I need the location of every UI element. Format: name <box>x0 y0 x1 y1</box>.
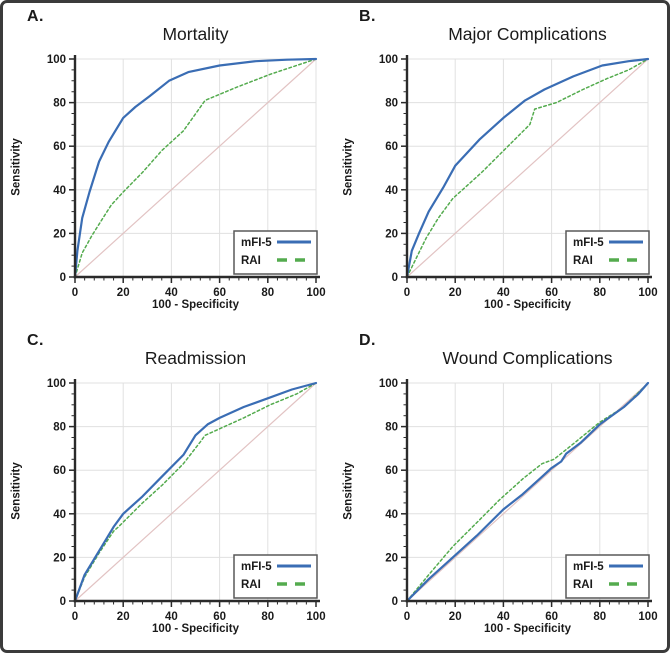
y-tick-label: 80 <box>53 98 66 110</box>
panel-mortality: A. Mortality 0 20 40 60 80 100 0 20 40 60 80 100 mFI… <box>3 3 335 326</box>
x-tick-label: 0 <box>404 611 410 623</box>
roc-plot-readmission: 0 20 40 60 80 100 0 20 40 60 80 100 mFI-5 RAI <box>47 378 326 623</box>
y-tick-label: 20 <box>385 228 398 240</box>
panel-title-readmission: Readmission <box>144 347 247 368</box>
x-tick-label: 20 <box>117 287 130 299</box>
x-axis-title: 100 - Specificity <box>152 622 239 635</box>
panel-wound-complications: D. Wound Complications 0 20 40 60 80 100 0 20 40… <box>335 327 667 650</box>
x-tick-label: 80 <box>261 287 274 299</box>
panel-major-complications: B. Major Complications 0 20 40 60 80 100 0 20 40… <box>335 3 667 326</box>
y-tick-label: 40 <box>53 508 66 520</box>
rai-curve <box>406 381 649 602</box>
y-tick-label: 0 <box>392 272 398 284</box>
diagonal-reference-line <box>74 58 317 278</box>
y-axis-title: Sensitivity <box>10 138 23 196</box>
rai-curve <box>406 58 649 278</box>
legend-box <box>565 230 650 275</box>
y-tick-label: 20 <box>385 552 398 564</box>
panel-title-mortality: Mortality <box>162 24 229 44</box>
legend-label: mFI-5 <box>573 237 604 249</box>
y-tick-label: 100 <box>379 54 398 66</box>
y-tick-label: 80 <box>385 421 398 433</box>
x-tick-label: 40 <box>497 611 510 623</box>
y-tick-label: 80 <box>53 421 66 433</box>
x-tick-label: 40 <box>497 287 510 299</box>
y-axis-title: Sensitivity <box>10 461 23 520</box>
x-tick-label: 80 <box>261 611 274 623</box>
legend-box <box>233 553 318 599</box>
mfi5-curve <box>405 381 650 602</box>
x-axis-title: 100 - Specificity <box>152 299 239 311</box>
rai-curve <box>74 58 317 278</box>
x-tick-label: 80 <box>593 611 606 623</box>
y-tick-label: 100 <box>379 378 398 390</box>
legend-box <box>565 553 650 599</box>
y-tick-label: 60 <box>385 465 398 477</box>
x-tick-label: 100 <box>306 611 325 623</box>
panel-readmission: C. Readmission 0 20 40 60 80 100 0 20 40 60 80 100 m… <box>3 327 335 650</box>
legend-label: RAI <box>241 579 261 591</box>
panel-letter-c: C. <box>27 331 44 349</box>
panel-title-major-complications: Major Complications <box>448 24 607 44</box>
legend-label: mFI-5 <box>241 237 272 249</box>
x-axis-title: 100 - Specificity <box>484 622 571 635</box>
y-tick-label: 0 <box>392 596 398 608</box>
x-tick-label: 100 <box>638 287 657 299</box>
y-tick-label: 40 <box>385 508 398 520</box>
panel-letter-b: B. <box>359 8 376 25</box>
y-tick-label: 0 <box>60 596 66 608</box>
diagonal-reference-line <box>406 58 649 278</box>
x-tick-label: 20 <box>449 611 462 623</box>
legend-label: mFI-5 <box>573 561 604 573</box>
x-tick-label: 100 <box>638 611 657 623</box>
x-tick-label: 80 <box>593 287 606 299</box>
y-tick-label: 40 <box>53 185 66 197</box>
x-tick-label: 100 <box>306 287 325 299</box>
panel-letter-a: A. <box>27 8 44 25</box>
x-tick-label: 0 <box>404 287 410 299</box>
diagonal-reference-line <box>74 382 317 601</box>
x-tick-label: 20 <box>117 611 130 623</box>
y-tick-label: 20 <box>53 552 66 564</box>
y-tick-label: 40 <box>385 185 398 197</box>
rai-curve <box>74 381 317 602</box>
y-tick-label: 60 <box>385 141 398 153</box>
panel-title-wound-complications: Wound Complications <box>442 347 613 368</box>
roc-plot-wound-complications: 0 20 40 60 80 100 0 20 40 60 80 100 mFI-5 RAI <box>379 378 658 623</box>
x-tick-label: 0 <box>72 287 78 299</box>
x-tick-label: 20 <box>449 287 462 299</box>
legend-label: mFI-5 <box>241 561 272 573</box>
y-tick-label: 60 <box>53 141 66 153</box>
y-tick-label: 100 <box>47 54 66 66</box>
x-tick-label: 60 <box>545 287 558 299</box>
x-tick-label: 0 <box>72 611 78 623</box>
legend-label: RAI <box>573 579 593 591</box>
legend-label: RAI <box>241 255 261 267</box>
y-tick-label: 80 <box>385 98 398 110</box>
x-tick-label: 40 <box>165 611 178 623</box>
x-tick-label: 60 <box>545 611 558 623</box>
x-tick-label: 60 <box>213 287 226 299</box>
x-tick-label: 60 <box>213 611 226 623</box>
panel-letter-d: D. <box>359 331 376 349</box>
roc-plot-major-complications: 0 20 40 60 80 100 0 20 40 60 80 100 mFI-5 RAI <box>379 54 658 299</box>
y-tick-label: 60 <box>53 465 66 477</box>
mfi5-curve <box>405 57 650 279</box>
roc-plot-mortality: 0 20 40 60 80 100 0 20 40 60 80 100 mFI-5 RAI <box>47 54 326 299</box>
legend-label: RAI <box>573 255 593 267</box>
mfi5-curve <box>73 57 318 279</box>
y-axis-title: Sensitivity <box>342 138 355 196</box>
y-tick-label: 100 <box>47 378 66 390</box>
x-axis-title: 100 - Specificity <box>484 299 571 311</box>
legend-box <box>233 230 318 275</box>
y-tick-label: 0 <box>60 272 66 284</box>
mfi5-curve <box>73 381 318 602</box>
y-axis-title: Sensitivity <box>342 461 355 520</box>
x-tick-label: 40 <box>165 287 178 299</box>
y-tick-label: 20 <box>53 228 66 240</box>
